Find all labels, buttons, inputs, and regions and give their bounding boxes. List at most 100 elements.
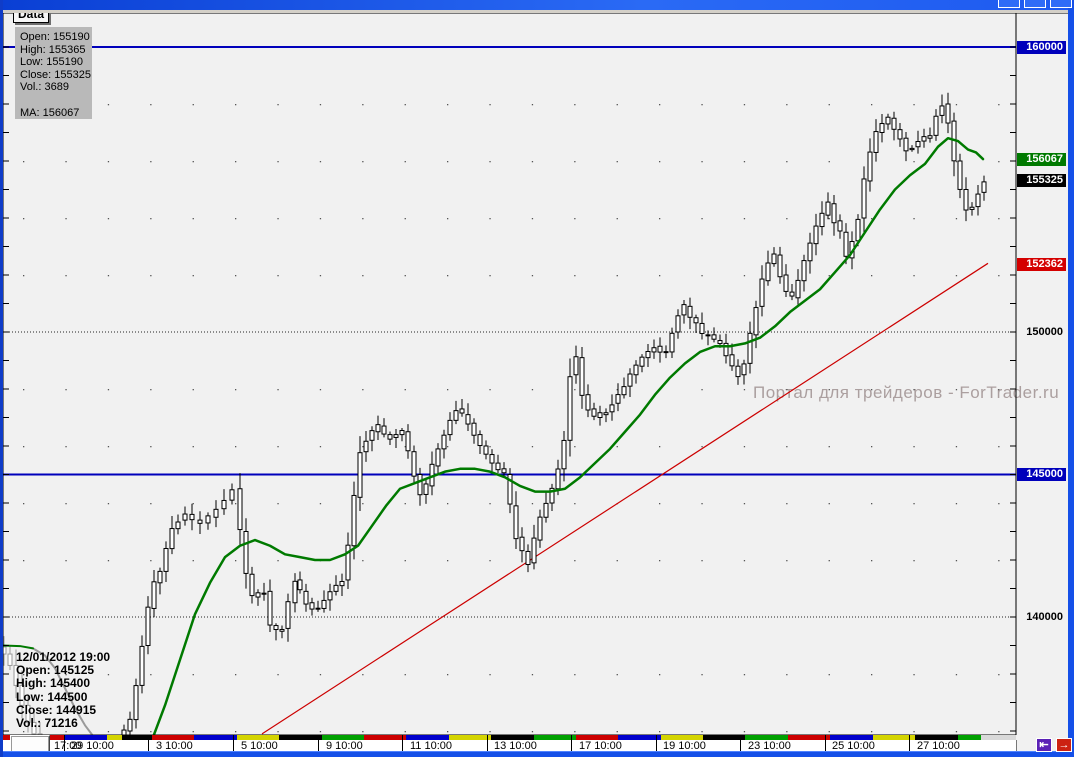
session-segment [364,735,406,740]
candle-body [753,307,759,336]
candle-body [157,570,163,584]
grid-dot [871,560,873,562]
grid-dot [192,161,194,163]
grid-dot [913,104,915,106]
grid-dot [574,275,576,277]
grid-dot [277,389,279,391]
window-maximize-button[interactable] [1024,0,1046,8]
time-axis-divider [233,735,234,751]
grid-dot [574,560,576,562]
candle-body [783,274,789,292]
grid-dot [743,446,746,448]
grid-dot [616,104,618,106]
candle-body [175,521,181,530]
session-segment [788,735,830,740]
grid-dot [659,503,661,505]
candle-body [825,201,831,216]
candle-body [789,291,795,297]
grid-dot [531,446,534,448]
scroll-to-end-button[interactable]: → [1056,738,1072,752]
grid-dot [871,446,873,448]
window-close-button[interactable] [1050,0,1072,8]
candle-body [687,305,693,318]
candle-body [633,364,639,376]
candle-body [807,242,813,262]
candle-body [501,468,507,474]
grid-dot [107,503,110,505]
candle-body [435,448,441,467]
grid-dot [743,389,746,391]
grid-dot [955,503,958,505]
candle-body [399,430,405,436]
scroll-to-start-button[interactable]: ⇤ [1036,738,1052,752]
grid-dot [616,218,618,220]
candle-body [717,340,723,345]
grid-dot [107,731,110,733]
price-label-156067[interactable]: 156067 [1017,152,1066,166]
grid-dot [447,104,449,106]
info-panel-line: Open: 155190 [20,31,90,43]
candle-body [915,141,921,148]
grid-dot [574,389,576,391]
grid-dot [828,731,830,733]
price-label-160000[interactable]: 160000 [1017,40,1066,54]
grid-dot [23,503,25,505]
grid-dot [65,446,67,448]
grid-dot [235,503,237,505]
grid-dot [150,104,152,106]
grid-dot [235,218,237,220]
candle-body [711,334,717,340]
grid-dot [913,161,915,163]
grid-dot [235,560,237,562]
grid-dot [107,104,110,106]
candle-body [669,332,675,353]
grid-dot [701,275,703,277]
grid-dot [616,560,618,562]
grid-dot [786,161,788,163]
candle-body [969,206,975,210]
grid-dot [489,731,491,733]
time-axis-label: 13 10:00 [494,740,537,752]
candle-body [477,434,483,447]
session-segment [576,735,618,740]
price-label-155325[interactable]: 155325 [1017,173,1066,187]
candle-body [249,573,255,597]
candle-body [537,516,543,541]
grid-dot [913,275,915,277]
info-panel-line [20,94,92,107]
grid-dot [362,161,364,163]
price-label-152362[interactable]: 152362 [1017,258,1066,272]
grid-dot [362,389,364,391]
session-segment [122,735,152,740]
candle-body [741,363,747,376]
grid-dot [531,104,534,106]
time-axis-label: 9 10:00 [326,740,363,752]
candle-body [145,606,151,646]
session-segment [915,735,958,740]
candle-body [375,424,381,433]
grid-dot [192,674,194,676]
grid-dot [828,560,830,562]
grid-dot [319,218,322,220]
window-border-left [0,0,3,757]
candle-body [879,123,885,134]
candle-body [381,425,387,435]
grid-dot [489,218,491,220]
grid-dot [65,275,67,277]
grid-dot [998,503,1000,505]
candle-body [387,434,393,440]
grid-dot [531,218,534,220]
grid-dot [998,389,1000,391]
grid-dot [998,161,1000,163]
window-minimize-button[interactable] [998,0,1020,8]
session-segment [194,735,237,740]
candle-body [843,231,849,257]
candle-body [819,212,825,228]
window-chrome-strip [0,10,1074,13]
candle-body [957,160,963,190]
price-label-145000[interactable]: 145000 [1017,468,1066,481]
candle-body [873,131,879,153]
grid-dot [913,731,915,733]
grid-dot [362,104,364,106]
